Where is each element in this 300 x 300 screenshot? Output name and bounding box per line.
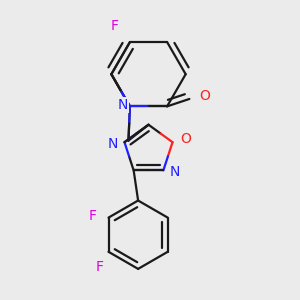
Text: O: O [199,89,210,103]
Text: F: F [111,19,119,33]
Text: F: F [89,209,97,223]
Text: N: N [169,165,180,179]
Text: N: N [108,137,119,151]
Text: F: F [96,260,104,274]
Text: O: O [181,132,191,146]
Text: N: N [117,98,128,112]
